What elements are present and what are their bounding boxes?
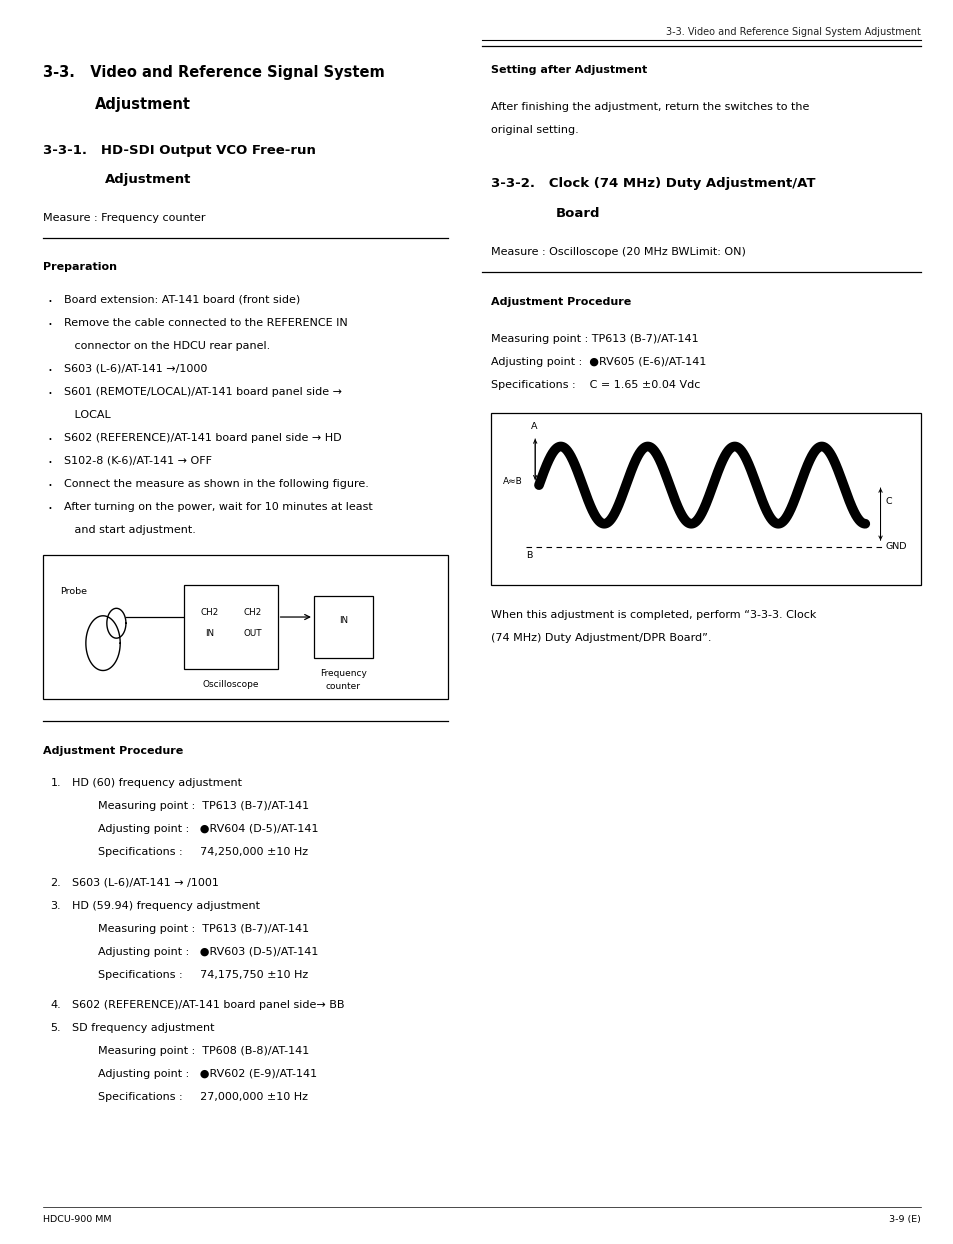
Text: A≈B: A≈B [502, 476, 522, 486]
Text: counter: counter [326, 682, 360, 690]
Text: Frequency: Frequency [319, 669, 367, 678]
Bar [491, 413, 920, 585]
Text: ·: · [48, 387, 52, 402]
Text: original setting.: original setting. [491, 124, 578, 136]
Text: Adjustment: Adjustment [105, 173, 192, 185]
Text: Adjustment Procedure: Adjustment Procedure [43, 745, 183, 756]
Text: B: B [526, 551, 533, 560]
Text: ·: · [48, 479, 52, 494]
Text: ·: · [48, 364, 52, 379]
Text: ·: · [48, 501, 52, 518]
Text: (74 MHz) Duty Adjustment/DPR Board”.: (74 MHz) Duty Adjustment/DPR Board”. [491, 633, 711, 643]
Text: S602 (REFERENCE)/AT-141 board panel side→ BB: S602 (REFERENCE)/AT-141 board panel side… [71, 1000, 344, 1010]
Text: Specifications :     27,000,000 ±10 Hz: Specifications : 27,000,000 ±10 Hz [98, 1092, 308, 1102]
Text: Preparation: Preparation [43, 262, 117, 272]
Text: CH2: CH2 [243, 608, 261, 617]
Text: Remove the cable connected to the REFERENCE IN: Remove the cable connected to the REFERE… [64, 318, 347, 328]
Text: Measuring point :  TP613 (B-7)/AT-141: Measuring point : TP613 (B-7)/AT-141 [98, 923, 309, 934]
Text: Adjusting point :  ●RV605 (E-6)/AT-141: Adjusting point : ●RV605 (E-6)/AT-141 [491, 357, 706, 367]
Text: Measuring point :  TP613 (B-7)/AT-141: Measuring point : TP613 (B-7)/AT-141 [98, 801, 309, 811]
Text: Measuring point :  TP608 (B-8)/AT-141: Measuring point : TP608 (B-8)/AT-141 [98, 1046, 309, 1056]
Text: ·: · [48, 295, 52, 310]
Text: S603 (L-6)/AT-141 →/1000: S603 (L-6)/AT-141 →/1000 [64, 364, 207, 374]
Text: IN: IN [205, 628, 213, 638]
Text: S102-8 (K-6)/AT-141 → OFF: S102-8 (K-6)/AT-141 → OFF [64, 455, 212, 466]
Text: HD (59.94) frequency adjustment: HD (59.94) frequency adjustment [71, 901, 259, 911]
Text: IN: IN [338, 616, 348, 624]
Text: 3-3-1.   HD-SDI Output VCO Free-run: 3-3-1. HD-SDI Output VCO Free-run [43, 144, 315, 157]
Text: connector on the HDCU rear panel.: connector on the HDCU rear panel. [64, 341, 270, 351]
Text: ·: · [48, 433, 52, 448]
Text: Adjustment: Adjustment [95, 97, 192, 112]
Text: Measure : Frequency counter: Measure : Frequency counter [43, 213, 205, 223]
Text: Specifications :     74,175,750 ±10 Hz: Specifications : 74,175,750 ±10 Hz [98, 970, 308, 980]
Text: 3-9 (E): 3-9 (E) [888, 1215, 920, 1224]
Text: HDCU-900 MM: HDCU-900 MM [43, 1215, 112, 1224]
Text: Setting after Adjustment: Setting after Adjustment [491, 65, 647, 75]
Text: Adjusting point :   ●RV604 (D-5)/AT-141: Adjusting point : ●RV604 (D-5)/AT-141 [98, 824, 318, 835]
Text: SD frequency adjustment: SD frequency adjustment [71, 1023, 213, 1034]
Text: Measuring point : TP613 (B-7)/AT-141: Measuring point : TP613 (B-7)/AT-141 [491, 335, 699, 345]
Text: After finishing the adjustment, return the switches to the: After finishing the adjustment, return t… [491, 102, 809, 112]
Text: Adjusting point :   ●RV603 (D-5)/AT-141: Adjusting point : ●RV603 (D-5)/AT-141 [98, 947, 318, 957]
Bar [43, 555, 448, 698]
Text: Adjusting point :   ●RV602 (E-9)/AT-141: Adjusting point : ●RV602 (E-9)/AT-141 [98, 1069, 317, 1080]
Text: 3-3.   Video and Reference Signal System: 3-3. Video and Reference Signal System [43, 65, 384, 80]
Text: 1.: 1. [51, 778, 61, 789]
Text: GND: GND [884, 542, 906, 551]
Text: Specifications :     74,250,000 ±10 Hz: Specifications : 74,250,000 ±10 Hz [98, 847, 308, 857]
Text: 4.: 4. [51, 1000, 61, 1010]
Text: A: A [531, 422, 537, 432]
Text: 2.: 2. [51, 877, 61, 888]
Text: 3.: 3. [51, 901, 61, 911]
Text: CH2: CH2 [200, 608, 218, 617]
Text: and start adjustment.: and start adjustment. [64, 525, 195, 535]
Text: 5.: 5. [51, 1023, 61, 1034]
Text: Board extension: AT-141 board (front side): Board extension: AT-141 board (front sid… [64, 295, 300, 305]
Text: 3-3. Video and Reference Signal System Adjustment: 3-3. Video and Reference Signal System A… [665, 27, 920, 37]
Text: After turning on the power, wait for 10 minutes at least: After turning on the power, wait for 10 … [64, 501, 373, 513]
Text: LOCAL: LOCAL [64, 411, 111, 420]
Text: Measure : Oscilloscope (20 MHz BWLimit: ON): Measure : Oscilloscope (20 MHz BWLimit: … [491, 248, 745, 258]
Text: S601 (REMOTE/LOCAL)/AT-141 board panel side →: S601 (REMOTE/LOCAL)/AT-141 board panel s… [64, 387, 341, 397]
Text: ·: · [48, 455, 52, 471]
Text: S603 (L-6)/AT-141 → /1001: S603 (L-6)/AT-141 → /1001 [71, 877, 218, 888]
Text: When this adjustment is completed, perform “3-3-3. Clock: When this adjustment is completed, perfo… [491, 610, 816, 620]
Text: Connect the measure as shown in the following figure.: Connect the measure as shown in the foll… [64, 479, 369, 489]
Text: 3-3-2.   Clock (74 MHz) Duty Adjustment/AT: 3-3-2. Clock (74 MHz) Duty Adjustment/AT [491, 177, 815, 190]
Bar [184, 585, 277, 669]
Bar [314, 596, 373, 658]
Text: OUT: OUT [243, 628, 261, 638]
Text: Adjustment Procedure: Adjustment Procedure [491, 297, 631, 307]
Text: ·: · [48, 318, 52, 333]
Text: Specifications :    C = 1.65 ±0.04 Vdc: Specifications : C = 1.65 ±0.04 Vdc [491, 381, 700, 391]
Text: HD (60) frequency adjustment: HD (60) frequency adjustment [71, 778, 241, 789]
Text: C: C [884, 498, 891, 506]
Text: Board: Board [556, 208, 600, 220]
Text: Probe: Probe [60, 587, 87, 596]
Text: Oscilloscope: Oscilloscope [202, 680, 259, 689]
Text: S602 (REFERENCE)/AT-141 board panel side → HD: S602 (REFERENCE)/AT-141 board panel side… [64, 433, 341, 443]
